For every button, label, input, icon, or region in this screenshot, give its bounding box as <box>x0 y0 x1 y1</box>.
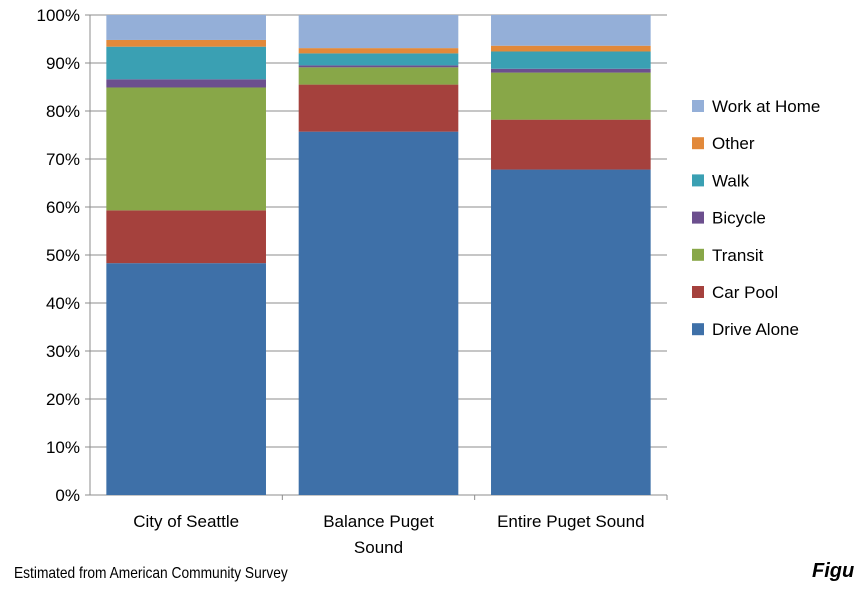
legend-entry: Transit <box>712 246 764 265</box>
y-tick-label: 30% <box>46 342 80 361</box>
y-tick-label: 10% <box>46 438 80 457</box>
legend-entry: Car Pool <box>712 283 778 302</box>
bar-segment <box>298 131 459 495</box>
bar-segment <box>106 15 266 40</box>
legend-swatch <box>692 137 704 150</box>
bar-segment <box>106 263 266 495</box>
legend-entry: Work at Home <box>712 97 820 116</box>
x-tick-label: Balance Puget <box>323 512 434 531</box>
bar-segment <box>491 119 651 170</box>
bar-segment <box>106 46 266 80</box>
bar-segment <box>298 53 459 66</box>
legend-entry: Bicycle <box>712 209 766 228</box>
figure-label: Figu <box>812 560 855 582</box>
legend-swatch <box>692 211 704 224</box>
y-tick-label: 60% <box>46 198 80 217</box>
legend-swatch <box>692 248 704 261</box>
bar-segment <box>106 79 266 88</box>
source-note: Estimated from American Community Survey <box>14 565 288 582</box>
y-tick-label: 90% <box>46 54 80 73</box>
bar-segment <box>298 65 459 68</box>
legend-swatch <box>692 174 704 187</box>
bar-segment <box>298 67 459 85</box>
bar-segment <box>106 39 266 47</box>
bar-segment <box>491 72 651 120</box>
bar-segment <box>491 51 651 69</box>
y-tick-label: 40% <box>46 294 80 313</box>
bar-segment <box>491 45 651 52</box>
bar-segment <box>491 68 651 73</box>
bar-segment <box>298 15 459 49</box>
bar-segment <box>106 87 266 211</box>
y-tick-label: 20% <box>46 390 80 409</box>
x-tick-label: City of Seattle <box>133 512 239 531</box>
y-tick-label: 70% <box>46 150 80 169</box>
legend-swatch <box>692 323 704 336</box>
x-tick-label: Sound <box>354 538 403 557</box>
legend-swatch <box>692 286 704 298</box>
legend-swatch <box>692 100 704 112</box>
bar-segment <box>298 84 459 132</box>
legend-entry: Walk <box>712 171 750 190</box>
bar-segment <box>491 15 651 46</box>
y-tick-label: 50% <box>46 246 80 265</box>
legend-entry: Drive Alone <box>712 320 799 339</box>
legend-entry: Other <box>712 134 755 153</box>
x-tick-label: Entire Puget Sound <box>497 512 644 531</box>
y-tick-label: 0% <box>55 486 80 505</box>
bar-segment <box>298 48 459 54</box>
bar-segment <box>106 210 266 264</box>
y-tick-label: 100% <box>37 6 80 25</box>
y-tick-label: 80% <box>46 102 80 121</box>
bar-segment <box>491 169 651 495</box>
